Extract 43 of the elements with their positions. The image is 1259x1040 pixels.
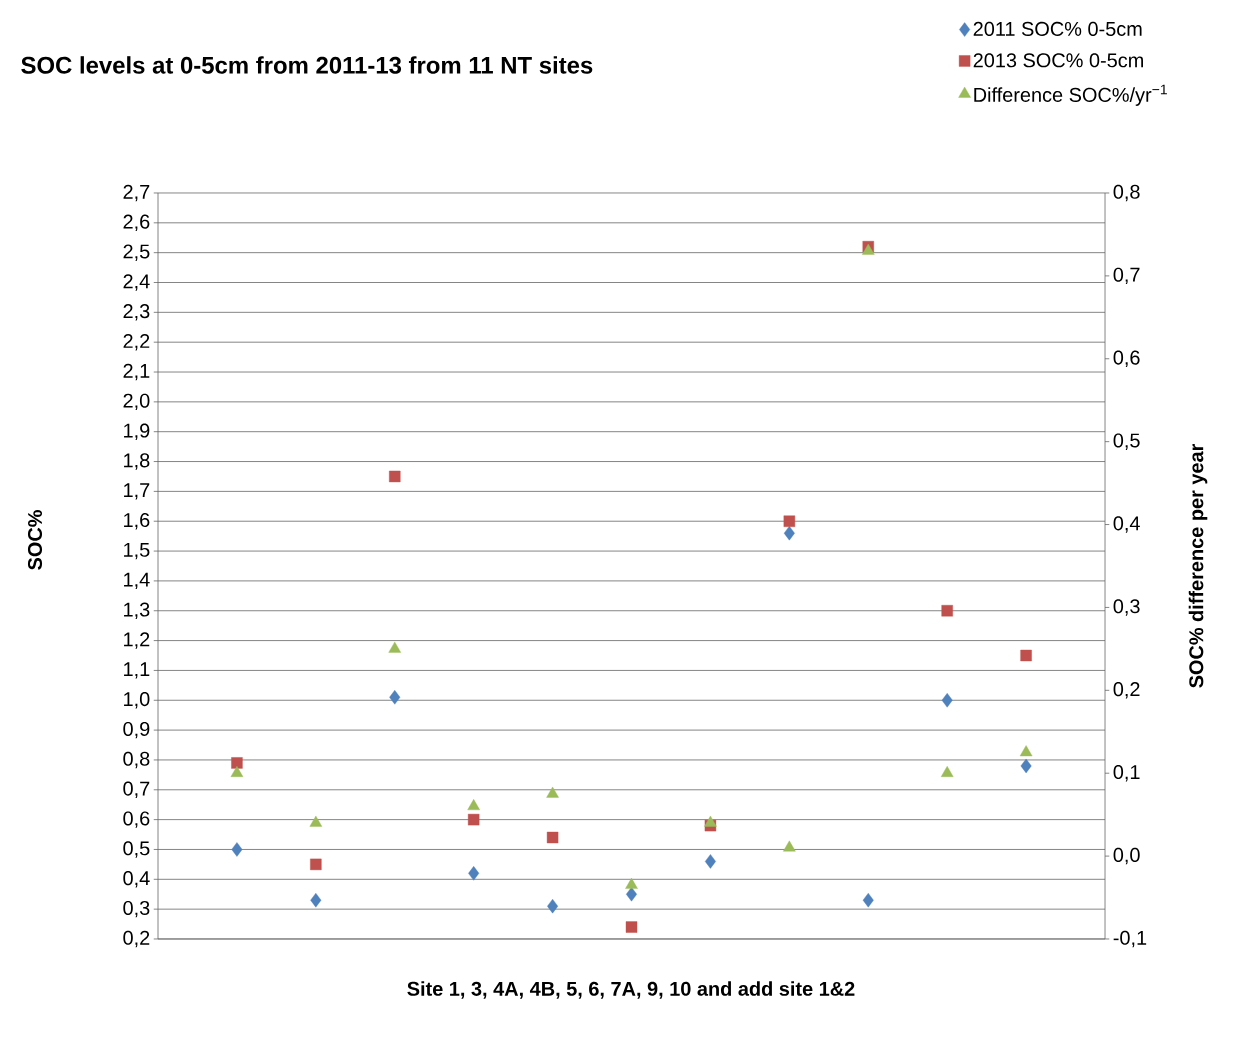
y-tick-label: 0,3 bbox=[123, 900, 150, 918]
y-tick-label: 1,3 bbox=[124, 602, 150, 619]
y-tick-label: 1,9 bbox=[124, 423, 150, 440]
y2-tick-label: -0,1 bbox=[1113, 930, 1147, 948]
y-tick-label: 0,4 bbox=[123, 871, 150, 888]
y-tick-label: 2,4 bbox=[123, 274, 150, 291]
y-tick-label: 1,5 bbox=[124, 542, 150, 560]
y-axis-title: SOC% bbox=[27, 510, 43, 570]
y-tick-label: 2,6 bbox=[123, 214, 150, 232]
y-tick-label: 0,9 bbox=[123, 721, 150, 739]
y-tick-label: 1,8 bbox=[124, 453, 150, 470]
y2-tick-label: 0,0 bbox=[1113, 847, 1140, 865]
y-tick-label: 2,7 bbox=[123, 184, 150, 202]
y-tick-label: 0,5 bbox=[123, 841, 150, 858]
y-tick-label: 2,0 bbox=[123, 393, 150, 411]
y-tick-label: 1,1 bbox=[124, 662, 150, 679]
y2-tick-label: 0,1 bbox=[1113, 764, 1140, 782]
y-tick-label: 0,8 bbox=[123, 751, 150, 769]
legend-label: 2011 SOC% 0-5cm bbox=[973, 21, 1142, 36]
y2-axis-title: SOC% difference per year bbox=[1188, 443, 1208, 688]
y-tick-label: 1,4 bbox=[124, 572, 150, 590]
y-tick-label: 1,7 bbox=[124, 483, 150, 500]
y-tick-label: 1,2 bbox=[124, 632, 150, 649]
y-tick-label: 0,2 bbox=[123, 930, 150, 948]
y2-tick-label: 0,8 bbox=[1113, 184, 1140, 202]
y-tick-label: 0,7 bbox=[123, 781, 150, 799]
chart-title: SOC levels at 0-5cm from 2011-13 from 11 NT sites bbox=[21, 56, 593, 74]
y-tick-label: 2,1 bbox=[123, 363, 150, 381]
y-tick-label: 0,6 bbox=[123, 811, 150, 828]
y2-tick-label: 0,7 bbox=[1113, 267, 1140, 285]
y2-tick-label: 0,4 bbox=[1113, 516, 1140, 533]
y2-tick-label: 0,5 bbox=[1113, 433, 1140, 450]
y2-tick-label: 0,2 bbox=[1113, 682, 1140, 699]
y2-tick-label: 0,6 bbox=[1113, 350, 1140, 367]
y2-tick-label: 0,3 bbox=[1113, 599, 1140, 616]
y-tick-label: 1,0 bbox=[124, 692, 150, 709]
y-tick-label: 2,2 bbox=[123, 333, 150, 351]
x-axis-title: Site 1, 3, 4A, 4B, 5, 6, 7A, 9, 10 and add site 1&2 bbox=[407, 981, 855, 999]
y-tick-label: 2,3 bbox=[123, 304, 150, 321]
legend-label: 2013 SOC% 0-5cm bbox=[973, 53, 1143, 68]
y-tick-label: 1,6 bbox=[124, 513, 150, 530]
legend-label: Difference SOC%/yr$^{−1}$ bbox=[974, 84, 1167, 106]
y-tick-label: 2,5 bbox=[123, 244, 150, 261]
